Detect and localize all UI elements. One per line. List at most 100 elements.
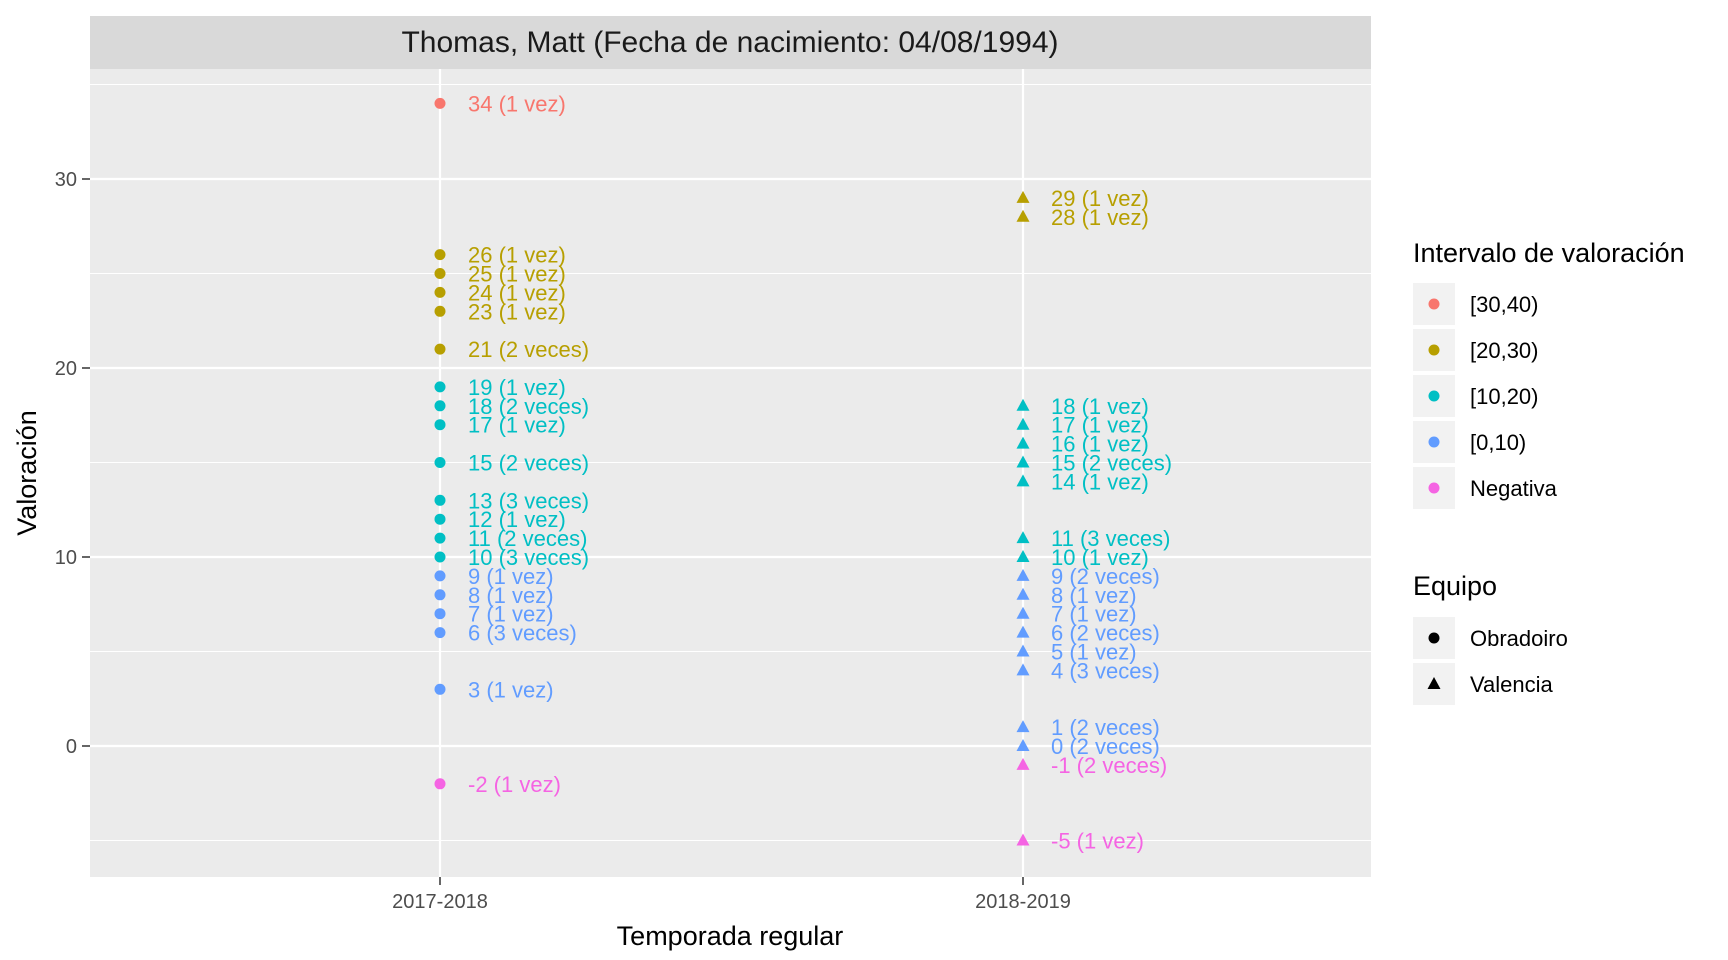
data-label: -5 (1 vez) (1051, 829, 1144, 854)
data-label: 21 (2 veces) (468, 337, 589, 362)
data-point-triangle (1016, 398, 1030, 411)
data-label: 26 (1 vez) (468, 243, 566, 268)
legend-title: Intervalo de valoración (1413, 238, 1685, 268)
data-point-circle (434, 97, 446, 109)
data-label: 17 (1 vez) (468, 413, 566, 438)
legend-label: Valencia (1470, 672, 1554, 697)
data-point-triangle (1016, 644, 1030, 657)
data-point-circle (434, 305, 446, 317)
legend-symbol-circle (1428, 482, 1440, 494)
data-label: 18 (2 veces) (468, 394, 589, 419)
data-point-circle (434, 683, 446, 695)
data-point-triangle (1016, 720, 1030, 733)
data-point-circle (434, 570, 446, 582)
data-point-triangle (1016, 568, 1030, 581)
data-point-triangle (1016, 625, 1030, 638)
legend-symbol-circle (1428, 436, 1440, 448)
legend-label: [0,10) (1470, 430, 1526, 455)
data-point-triangle (1016, 190, 1030, 203)
data-label: 7 (1 vez) (1051, 602, 1137, 627)
data-point-circle (434, 608, 446, 620)
data-label: 10 (3 veces) (468, 545, 589, 570)
data-label: 13 (3 veces) (468, 488, 589, 513)
data-point-triangle (1016, 455, 1030, 468)
data-label: -2 (1 vez) (468, 772, 561, 797)
y-axis: 0 10 20 30 (55, 169, 90, 758)
data-point-triangle (1016, 436, 1030, 449)
data-point-triangle (1016, 474, 1030, 487)
legend-symbol-circle (1428, 632, 1440, 644)
data-point-circle (434, 627, 446, 639)
x-axis-title: Temporada regular (617, 921, 844, 951)
data-point-circle (434, 419, 446, 431)
data-point-triangle (1016, 587, 1030, 600)
plot-panel (90, 69, 1371, 877)
data-labels: 34 (1 vez) 26 (1 vez)25 (1 vez)24 (1 vez)… (468, 91, 1172, 853)
data-label: 9 (1 vez) (468, 564, 554, 589)
legend-label: [10,20) (1470, 384, 1539, 409)
data-label: 1 (2 veces) (1051, 715, 1160, 740)
data-point-circle (434, 381, 446, 393)
data-point-circle (434, 494, 446, 506)
data-point-circle (434, 589, 446, 601)
legend-title: Equipo (1413, 571, 1497, 601)
data-label: 8 (1 vez) (468, 583, 554, 608)
data-label: 16 (1 vez) (1051, 432, 1149, 457)
data-point-circle (434, 286, 446, 298)
legend-symbol-triangle (1427, 677, 1441, 689)
y-tick-label: 10 (55, 547, 77, 569)
chart-title: Thomas, Matt (Fecha de nacimiento: 04/08… (401, 26, 1058, 59)
data-label: 7 (1 vez) (468, 602, 554, 627)
data-label: 17 (1 vez) (1051, 413, 1149, 438)
data-point-circle (434, 513, 446, 525)
data-point-circle (434, 532, 446, 544)
data-label: 29 (1 vez) (1051, 186, 1149, 211)
legend: Intervalo de valoración [30,40) [20,30) [10… (1413, 238, 1685, 705)
y-tick-label: 20 (55, 358, 77, 380)
data-label: 28 (1 vez) (1051, 205, 1149, 230)
data-point-circle (434, 457, 446, 468)
data-label: 19 (1 vez) (468, 375, 566, 400)
data-point-circle (434, 551, 446, 563)
data-label: 15 (2 veces) (468, 451, 589, 476)
y-tick-label: 0 (66, 736, 77, 758)
legend-symbol-circle (1428, 344, 1440, 356)
data-point-triangle (1016, 531, 1030, 544)
data-label: 6 (2 veces) (1051, 621, 1160, 646)
data-label: 8 (1 vez) (1051, 583, 1137, 608)
data-points (434, 97, 1030, 846)
x-tick-label: 2018-2019 (975, 891, 1071, 913)
legend-symbol-circle (1428, 390, 1440, 402)
legend-symbol-circle (1428, 298, 1440, 310)
data-label: -1 (2 veces) (1051, 753, 1167, 778)
x-axis: 2017-2018 2018-2019 (392, 877, 1071, 913)
data-label: 0 (2 veces) (1051, 734, 1160, 759)
data-point-triangle (1016, 833, 1030, 846)
data-point-triangle (1016, 663, 1030, 676)
data-label: 9 (2 veces) (1051, 564, 1160, 589)
data-point-triangle (1016, 550, 1030, 562)
legend-label: Negativa (1470, 476, 1558, 501)
legend-label: Obradoiro (1470, 626, 1568, 651)
data-label: 15 (2 veces) (1051, 451, 1172, 476)
data-label: 18 (1 vez) (1051, 394, 1149, 419)
y-tick-label: 30 (55, 169, 77, 191)
data-label: 14 (1 vez) (1051, 469, 1149, 494)
legend-label: [20,30) (1470, 338, 1539, 363)
data-label: 24 (1 vez) (468, 280, 566, 305)
legend-label: [30,40) (1470, 292, 1539, 317)
data-point-circle (434, 343, 446, 355)
data-point-circle (434, 778, 446, 790)
data-point-circle (434, 249, 446, 261)
y-axis-title: Valoración (12, 410, 42, 536)
data-point-triangle (1016, 417, 1030, 430)
data-label: 34 (1 vez) (468, 91, 566, 116)
data-point-triangle (1016, 606, 1030, 619)
data-point-circle (434, 268, 446, 279)
data-label: 11 (2 veces) (468, 526, 587, 551)
data-point-triangle (1016, 757, 1030, 770)
data-point-triangle (1016, 209, 1030, 222)
data-label: 4 (3 veces) (1051, 658, 1160, 683)
data-label: 5 (1 vez) (1051, 640, 1137, 665)
